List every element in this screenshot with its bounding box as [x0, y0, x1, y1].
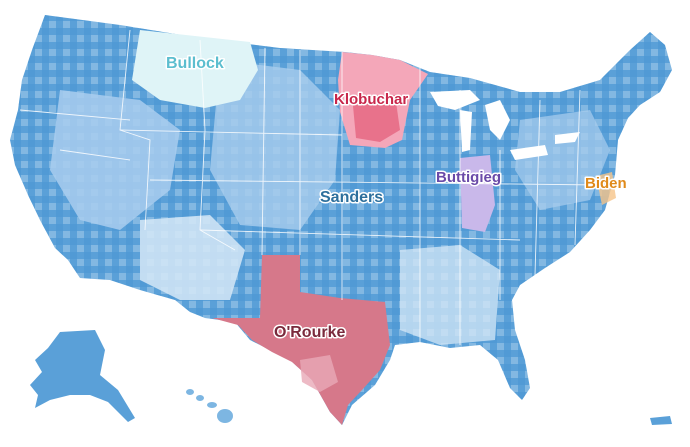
label-biden: Biden [585, 175, 627, 192]
label-orourke: O'Rourke [274, 324, 345, 341]
alaska-shape [30, 330, 135, 422]
state-borders [19, 29, 601, 345]
light-region-plains [210, 60, 340, 230]
label-buttigieg: Buttigieg [436, 169, 501, 186]
hawaii-shape [186, 389, 233, 423]
label-klobuchar: Klobuchar [334, 91, 408, 108]
orourke-light-patch [300, 355, 338, 392]
biden-region [596, 172, 616, 205]
buttigieg-region [460, 155, 495, 232]
pale-region-southwest [140, 215, 245, 300]
bullock-region [132, 30, 258, 108]
label-bullock: Bullock [166, 55, 224, 72]
light-region-south [400, 245, 500, 345]
great-lakes [430, 90, 580, 160]
klobuchar-core [352, 95, 400, 142]
label-sanders: Sanders [320, 189, 383, 206]
puerto-rico-shape [650, 416, 672, 425]
light-region-west [50, 90, 180, 230]
orourke-region [212, 255, 390, 425]
